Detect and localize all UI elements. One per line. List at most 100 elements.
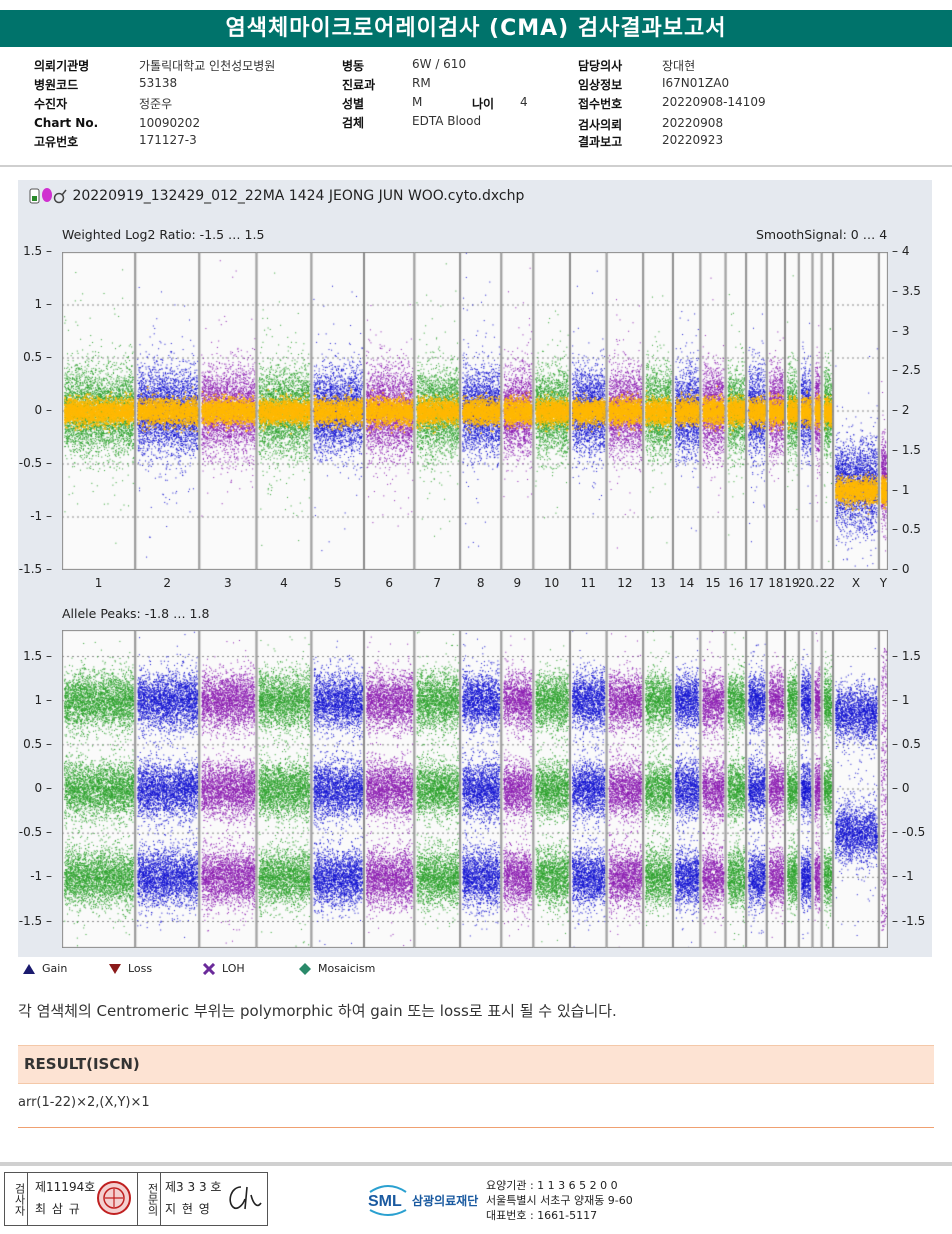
sml-logo: SML [366, 1180, 410, 1222]
dept-value: RM [412, 76, 431, 90]
org-code: 요양기관 : 1 1 3 6 5 2 0 0 [486, 1179, 618, 1192]
sml-logo-mark: SML [368, 1185, 407, 1216]
log2-ratio-canvas [62, 252, 888, 570]
allele-y2tick: – 1 [892, 692, 910, 707]
specialist-name: 지 현 영 [165, 1202, 211, 1216]
request-label: 검사의뢰 [578, 118, 623, 132]
examiner-role: 검사자 [5, 1173, 28, 1225]
allele-ytick: -1.5 – [18, 913, 52, 928]
sample-icons [29, 188, 67, 204]
smooth-ytick: – 4 [892, 244, 910, 258]
loh-cross-icon [202, 962, 216, 975]
chromosome-label: 17 [748, 576, 765, 590]
allele-ytick: -1 – [30, 869, 52, 884]
chromosome-label: X [851, 576, 861, 590]
specialist-signature [229, 1186, 262, 1210]
dept-label: 진료과 [342, 78, 376, 92]
smooth-ytick: – 2 [892, 403, 910, 417]
legend-mosaicism-label: Mosaicism [318, 962, 376, 975]
allele-y2tick: – 1.5 [892, 648, 921, 663]
allele-y2tick: – 0 [892, 781, 910, 795]
allele-ytick: -0.5 – [18, 825, 52, 840]
chromosome-label: 13 [650, 576, 666, 590]
chart-file-header: 20220919_132429_012_22MA 1424 JEONG JUN … [28, 186, 524, 206]
centromere-note: 각 염색체의 Centromeric 부위는 polymorphic 하여 ga… [18, 1002, 617, 1020]
allele-peaks-canvas [62, 630, 888, 948]
chromosome-label: Y [879, 576, 888, 590]
chromosome-label: 1 [94, 576, 103, 590]
chromosome-label: 14 [679, 576, 695, 590]
age-label: 나이 [472, 97, 495, 111]
allele-y2tick: – -1.5 [892, 913, 926, 928]
specialist-number: 제3 3 3 호 [165, 1180, 222, 1194]
allele-y2tick: – 0.5 [892, 736, 921, 751]
hospital-code-value: 53138 [139, 76, 178, 90]
chromosome-label: 6 [385, 576, 393, 590]
chart-no-label: Chart No. [34, 116, 99, 130]
smooth-ytick: – 3 [892, 323, 910, 338]
specimen-value: EDTA Blood [412, 114, 482, 128]
loss-triangle-icon [109, 963, 121, 974]
log2-ytick: 1.5 – [23, 244, 52, 258]
report-title: 염색체마이크로어레이검사 (CMA) 검사결과보고서 [0, 10, 952, 47]
log2-ytick: 0 – [34, 403, 52, 417]
org-phone: 대표번호 : 1661-5117 [486, 1209, 598, 1222]
sex-label: 성별 [342, 97, 365, 111]
chromosome-label: 2 [163, 576, 172, 590]
examiner-seal [97, 1181, 131, 1215]
chromosome-label: 15 [705, 576, 721, 590]
log2-ytick: 0.5 – [23, 350, 52, 364]
allele-ytick: 0 – [34, 781, 52, 795]
chromosome-label: … [811, 576, 824, 590]
chromosome-label: 19 [784, 576, 800, 590]
chromosome-label: 22 [819, 576, 835, 590]
smooth-ytick: – 0.5 [892, 522, 921, 537]
allele-peaks-label: Allele Peaks: -1.8 … 1.8 [62, 606, 210, 621]
allele-ytick: 0.5 – [23, 736, 52, 751]
report-date-value: 20220923 [662, 133, 724, 147]
smooth-ytick: – 1.5 [892, 442, 921, 457]
patient-info: 의뢰기관명 가톨릭대학교 인천성모병원 병원코드 53138 수진자 정준우 C… [0, 55, 952, 155]
chromosome-label: 7 [433, 576, 442, 590]
smooth-signal-label: SmoothSignal: 0 … 4 [756, 227, 888, 242]
gain-triangle-icon [23, 963, 35, 974]
doctor-label: 담당의사 [578, 59, 623, 73]
legend-gain: Gain [22, 962, 67, 975]
header-divider [0, 165, 952, 167]
allele-y2tick: – -1 [892, 869, 914, 884]
ward-value: 6W / 610 [412, 57, 467, 71]
report-date-label: 결과보고 [578, 135, 623, 149]
legend-loh: LOH [202, 962, 245, 975]
chromosome-label: 12 [617, 576, 633, 590]
unique-no-value: 171127-3 [139, 133, 197, 147]
org-contact: 요양기관 : 1 1 3 6 5 2 0 0 서울특별시 서초구 양재동 9-6… [486, 1178, 633, 1223]
log2-ratio-label: Weighted Log2 Ratio: -1.5 … 1.5 [62, 227, 265, 242]
chromosome-label: 18 [768, 576, 784, 590]
chromosome-label: 3 [224, 576, 232, 590]
allele-ytick: 1.5 – [23, 648, 52, 663]
legend-loss: Loss [108, 962, 152, 975]
receipt-label: 접수번호 [578, 97, 623, 111]
smooth-ytick: – 2.5 [892, 363, 921, 378]
result-iscn: arr(1-22)×2,(X,Y)×1 [18, 1095, 150, 1110]
signature-box: 검사자 제11194호 최 삼 규 전문의 제3 3 3 호 지 현 영 [4, 1172, 268, 1226]
chart-file-name: 20220919_132429_012_22MA 1424 JEONG JUN … [72, 188, 525, 204]
log2-ytick: 1 – [34, 297, 52, 311]
chromosome-label: 9 [513, 576, 522, 590]
allele-peaks-plot [62, 630, 888, 948]
hospital-code-label: 병원코드 [34, 78, 79, 92]
clinical-label: 임상정보 [578, 78, 623, 92]
chromosome-label: 4 [280, 576, 288, 590]
log2-ytick: -0.5 – [18, 456, 52, 470]
log2-ytick: -1 – [30, 509, 52, 523]
smooth-ytick: – 0 [892, 562, 910, 576]
examinee-label: 수진자 [34, 97, 68, 111]
receipt-value: 20220908-14109 [662, 95, 766, 109]
legend-mosaicism: Mosaicism [298, 962, 375, 975]
institution-value: 가톨릭대학교 인천성모병원 [139, 59, 276, 73]
legend-gain-label: Gain [42, 962, 68, 975]
org-address: 서울특별시 서초구 양재동 9-60 [486, 1194, 633, 1207]
allele-y2tick: – -0.5 [892, 825, 926, 840]
doctor-value: 장대현 [662, 59, 696, 73]
chromosome-label: 8 [476, 576, 485, 590]
